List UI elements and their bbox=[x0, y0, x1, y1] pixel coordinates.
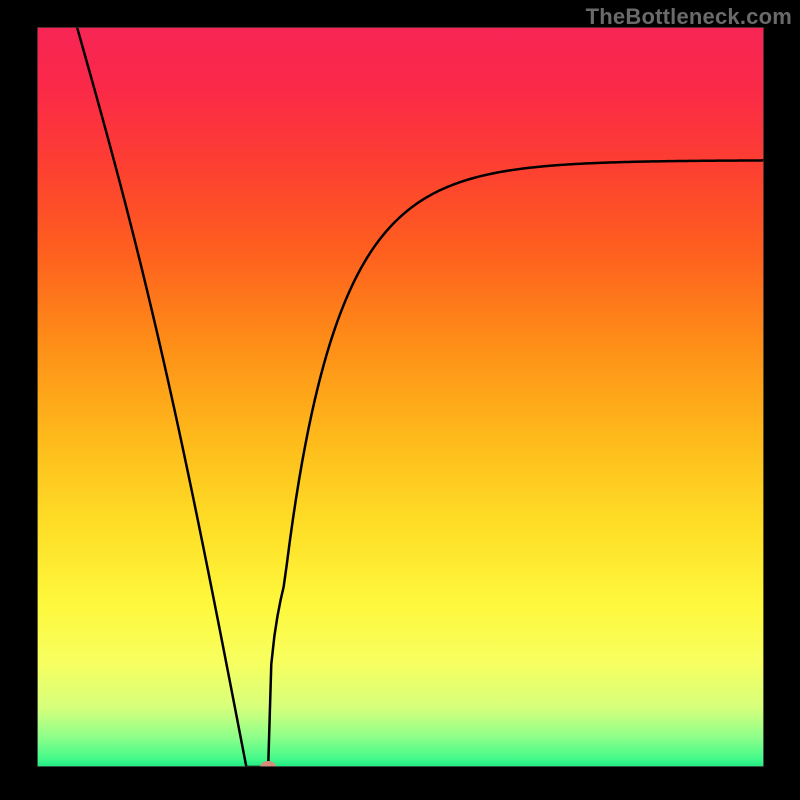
bottleneck-chart-svg bbox=[0, 0, 800, 800]
watermark-text: TheBottleneck.com bbox=[586, 4, 792, 30]
gradient-background bbox=[37, 27, 764, 767]
chart-stage: TheBottleneck.com bbox=[0, 0, 800, 800]
plot-area bbox=[37, 27, 764, 773]
